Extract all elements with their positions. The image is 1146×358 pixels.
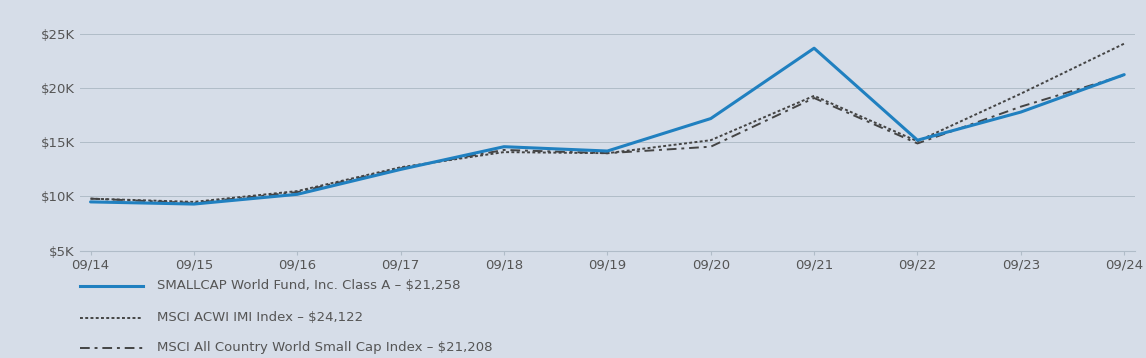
Text: SMALLCAP World Fund, Inc. Class A – $21,258: SMALLCAP World Fund, Inc. Class A – $21,… [157, 279, 461, 292]
Text: MSCI All Country World Small Cap Index – $21,208: MSCI All Country World Small Cap Index –… [157, 342, 493, 354]
Text: MSCI ACWI IMI Index – $24,122: MSCI ACWI IMI Index – $24,122 [157, 311, 363, 324]
